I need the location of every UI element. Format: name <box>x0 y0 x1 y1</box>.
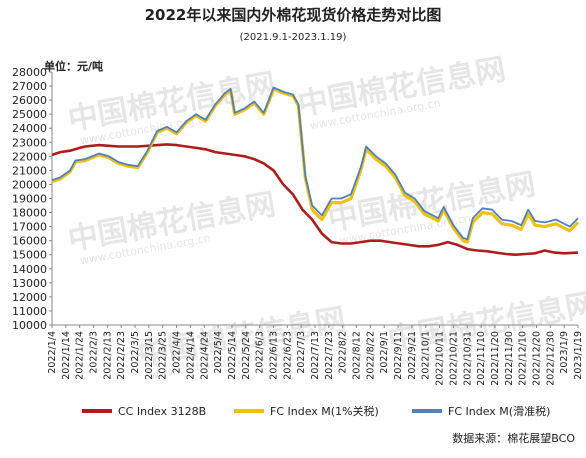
x-tick-label: 2022/8/12 <box>352 331 363 380</box>
x-tick-label: 2022/7/3 <box>296 331 307 374</box>
y-tick-label: 16000 <box>12 235 47 248</box>
y-tick-label: 14000 <box>12 263 47 276</box>
x-tick-label: 2022/4/14 <box>185 331 196 380</box>
y-tick-label: 19000 <box>12 193 47 206</box>
y-tick-label: 11000 <box>12 305 47 318</box>
x-tick-label: 2022/5/24 <box>241 331 252 380</box>
x-tick-label: 2022/4/24 <box>199 331 210 380</box>
x-tick-label: 2022/9/21 <box>407 331 418 380</box>
x-tick-label: 2022/6/23 <box>282 331 293 380</box>
legend-label: FC Index M(滑准税) <box>448 404 550 418</box>
x-tick-label: 2022/7/13 <box>310 331 321 380</box>
x-tick-label: 2022/8/22 <box>365 331 376 380</box>
x-tick-label: 2022/5/4 <box>213 331 224 374</box>
y-tick-label: 22000 <box>12 150 47 163</box>
x-tick-label: 2022/1/14 <box>61 331 72 380</box>
y-tick-label: 10000 <box>12 319 47 332</box>
x-tick-label: 2022/6/13 <box>268 331 279 380</box>
x-tick-label: 2022/9/1 <box>379 331 390 374</box>
x-tick-label: 2022/3/5 <box>130 331 141 374</box>
series-line-3 <box>51 86 579 241</box>
x-tick-label: 2022/2/23 <box>116 331 127 380</box>
x-tick-label: 2022/2/3 <box>89 331 100 374</box>
y-tick-label: 20000 <box>12 178 47 191</box>
x-tick-label: 2022/11/10 <box>476 331 487 386</box>
chart-subtitle: (2021.9.1-2023.1.19) <box>240 32 347 43</box>
x-tick-label: 2022/10/11 <box>435 331 446 386</box>
x-tick-label: 2022/3/25 <box>158 331 169 380</box>
x-tick-label: 2022/12/10 <box>518 331 529 386</box>
x-tick-label: 2022/4/4 <box>172 331 183 374</box>
y-tick-label: 23000 <box>12 136 47 149</box>
x-tick-label: 2023/1/9 <box>559 331 570 374</box>
x-tick-label: 2023/1/19 <box>573 331 584 380</box>
y-tick-label: 12000 <box>12 291 47 304</box>
x-tick-label: 2022/9/11 <box>393 331 404 380</box>
series-layer <box>51 86 580 256</box>
x-tick-label: 2022/7/23 <box>324 331 335 380</box>
y-tick-label: 17000 <box>12 221 47 234</box>
x-tick-label: 2022/3/15 <box>144 331 155 380</box>
y-tick-label: 26000 <box>12 94 47 107</box>
x-tick-label: 2022/10/21 <box>448 331 459 386</box>
y-tick-label: 18000 <box>12 207 47 220</box>
x-tick-label: 2022/5/14 <box>227 331 238 380</box>
x-tick-label: 2022/12/20 <box>531 331 542 386</box>
x-axis: 2022/1/4 2022/1/14 2022/1/24 2022/2/3 2022/2… <box>47 324 584 386</box>
y-tick-label: 13000 <box>12 277 47 290</box>
x-tick-label: 2022/11/20 <box>490 331 501 386</box>
series-line-1 <box>51 143 579 256</box>
y-axis: 1000011000120001300014000150001600017000… <box>12 66 53 332</box>
y-tick-label: 24000 <box>12 122 47 135</box>
legend: CC Index 3128B FC Index M(1%关税) FC Index M… <box>82 404 550 418</box>
legend-label: FC Index M(1%关税) <box>270 404 379 418</box>
x-tick-label: 2022/10/1 <box>421 331 432 380</box>
data-source: 数据来源：棉花展望BCO <box>452 431 575 445</box>
y-tick-label: 28000 <box>12 66 47 79</box>
x-tick-label: 2022/2/13 <box>102 331 113 380</box>
y-tick-label: 27000 <box>12 80 47 93</box>
legend-label: CC Index 3128B <box>118 405 206 418</box>
x-tick-label: 2022/11/30 <box>504 331 515 386</box>
x-tick-label: 2022/12/30 <box>545 331 556 386</box>
x-tick-label: 2022/1/4 <box>47 331 58 374</box>
y-tick-label: 15000 <box>12 249 47 262</box>
x-tick-label: 2022/1/24 <box>75 331 86 380</box>
x-tick-label: 2022/8/2 <box>338 331 349 374</box>
x-tick-label: 2022/10/31 <box>462 331 473 386</box>
chart-title: 2022年以来国内外棉花现货价格走势对比图 <box>145 6 442 24</box>
y-tick-label: 25000 <box>12 108 47 121</box>
y-tick-label: 21000 <box>12 164 47 177</box>
x-tick-label: 2022/6/3 <box>255 331 266 374</box>
y-axis-unit: 单位：元/吨 <box>44 59 103 73</box>
